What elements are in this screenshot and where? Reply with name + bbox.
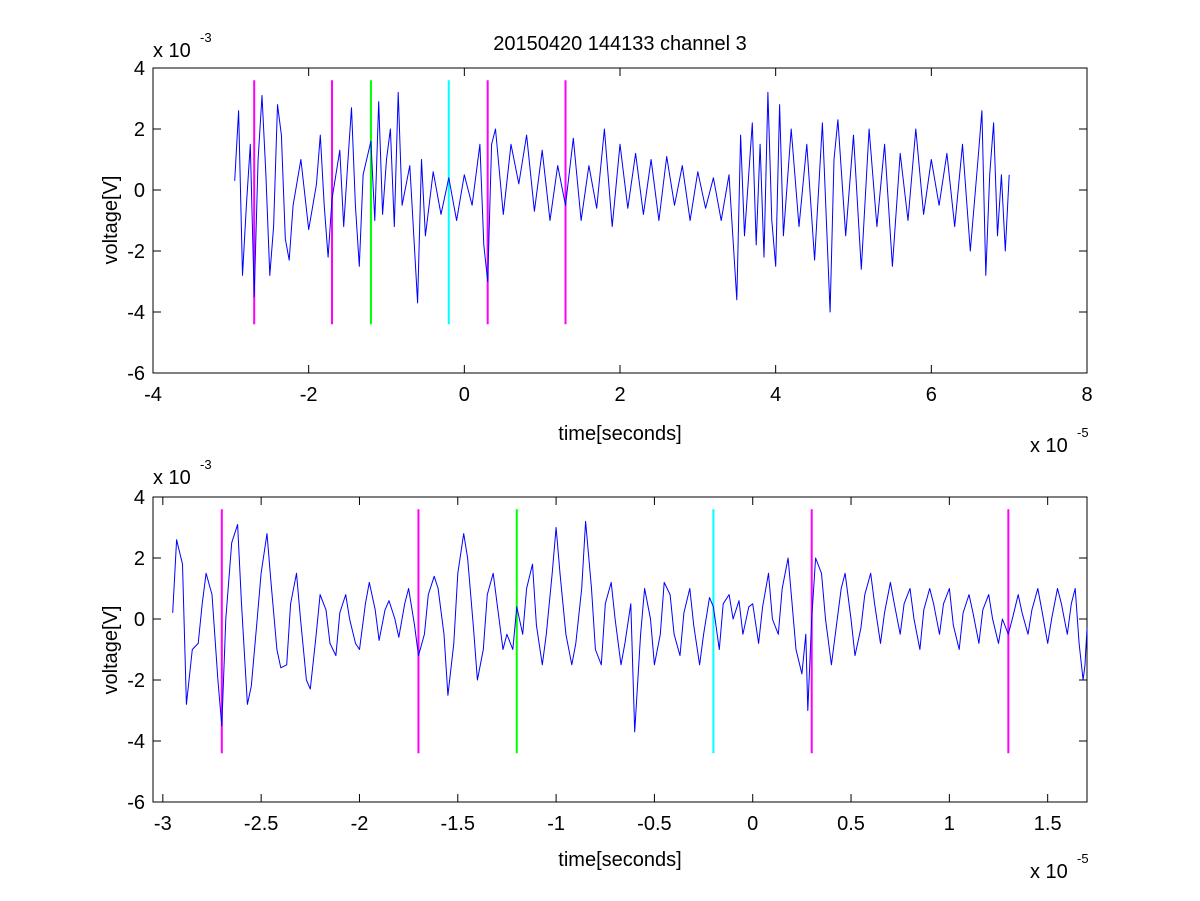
top-series [234, 91, 1010, 313]
bottom-x-multiplier: x 10 -5 [1030, 851, 1089, 883]
top-y-tick-label: -6 [127, 363, 145, 385]
top-x-tick-label: 0 [459, 384, 470, 406]
top-y-tick-label: 2 [134, 119, 145, 141]
top-x-tick-label: 4 [770, 384, 781, 406]
bottom-x-tick-label: -3 [154, 813, 172, 835]
bottom-x-multiplier-base: x 10 [1030, 861, 1068, 883]
bottom-x-tick-label: 1.5 [1034, 813, 1062, 835]
bottom-y-multiplier-exponent: -3 [200, 457, 212, 472]
top-y-tick-label: 4 [134, 58, 145, 80]
bottom-x-tick-label: -1.5 [441, 813, 475, 835]
bottom-x-tick-label: -2.5 [244, 813, 278, 835]
top-x-multiplier-exponent: -5 [1077, 425, 1089, 440]
bottom-y-tick-label: -6 [127, 792, 145, 814]
bottom-series [172, 520, 1088, 733]
bottom-y-tick-label: 2 [134, 548, 145, 570]
top-y-tick-label: -2 [127, 241, 145, 263]
bottom-x-tick-label: -1 [547, 813, 565, 835]
bottom-x-tick-label: 0 [747, 813, 758, 835]
top-x-tick-label: 2 [614, 384, 625, 406]
bottom-x-tick-label: -0.5 [637, 813, 671, 835]
top-series-line [234, 91, 1010, 313]
bottom-x-tick-label: 0.5 [837, 813, 865, 835]
chart-title: 20150420 144133 channel 3 [493, 33, 747, 55]
bottom-y-tick-label: -2 [127, 670, 145, 692]
bottom-x-axis-label: time[seconds] [558, 849, 681, 871]
top-y-axis-label: voltage[V] [100, 176, 122, 265]
bottom-ticks: -3 -2.5 -2 -1.5 -1 -0.5 0 0.5 1 1.5 -6 -4 -2 0 2 4 [127, 487, 1087, 835]
bottom-series-line [172, 520, 1088, 733]
bottom-y-multiplier: x 10 -3 [153, 457, 212, 489]
bottom-y-tick-label: -4 [127, 731, 145, 753]
top-x-tick-label: 6 [926, 384, 937, 406]
top-y-multiplier: x 10 -3 [153, 30, 212, 62]
top-y-tick-label: 0 [134, 180, 145, 202]
top-x-multiplier: x 10 -5 [1030, 425, 1089, 457]
top-x-multiplier-base: x 10 [1030, 435, 1068, 457]
top-x-axis-label: time[seconds] [558, 423, 681, 445]
top-x-tick-label: -2 [300, 384, 318, 406]
bottom-y-multiplier-base: x 10 [153, 467, 191, 489]
bottom-plot: x 10 -3 -3 -2.5 -2 -1.5 -1 -0.5 0 0.5 1 1.5 -6 -4 -2… [100, 457, 1089, 883]
top-plot: 20150420 144133 channel 3 x 10 -3 -4 -2 0 2… [100, 30, 1093, 457]
bottom-y-axis-label: voltage[V] [100, 606, 122, 695]
top-y-tick-label: -4 [127, 302, 145, 324]
bottom-x-tick-label: 1 [944, 813, 955, 835]
top-x-tick-label: -4 [144, 384, 162, 406]
bottom-x-multiplier-exponent: -5 [1077, 851, 1089, 866]
bottom-y-tick-label: 0 [134, 609, 145, 631]
top-y-multiplier-exponent: -3 [200, 30, 212, 45]
top-y-multiplier-base: x 10 [153, 40, 191, 62]
bottom-y-tick-label: 4 [134, 487, 145, 509]
bottom-x-tick-label: -2 [351, 813, 369, 835]
bottom-markers [220, 509, 1010, 754]
top-x-tick-label: 8 [1081, 384, 1092, 406]
bottom-plot-frame [152, 496, 1088, 803]
